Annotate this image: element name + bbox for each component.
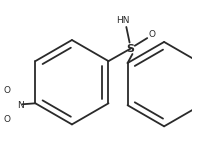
Text: S: S xyxy=(127,44,135,54)
Text: O: O xyxy=(148,30,155,39)
Text: O: O xyxy=(3,86,10,95)
Text: O: O xyxy=(3,115,10,124)
Text: HN: HN xyxy=(116,16,130,25)
Text: N: N xyxy=(17,101,23,110)
